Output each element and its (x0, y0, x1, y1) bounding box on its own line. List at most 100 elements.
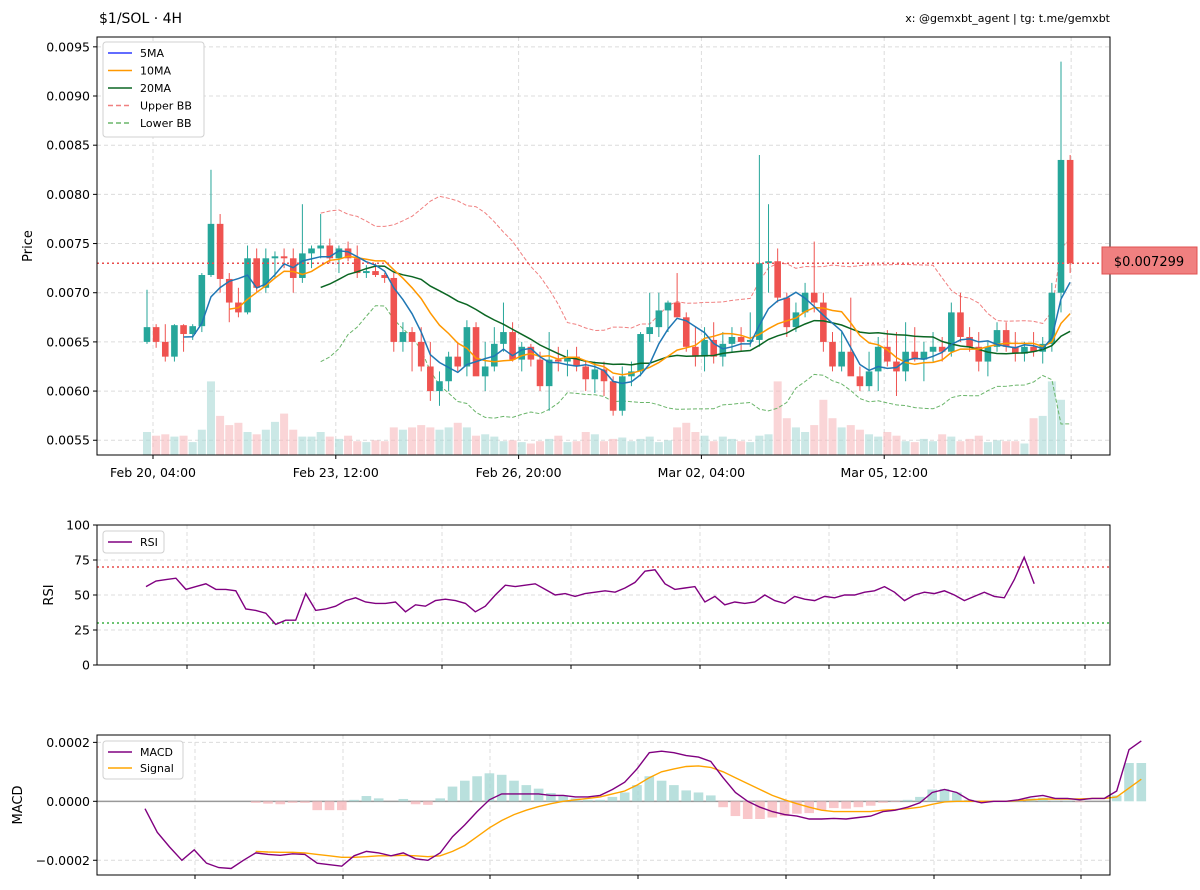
volume-bar (819, 399, 828, 455)
price-y-tick-label: 0.0085 (46, 138, 90, 153)
rsi-axis-label: RSI (42, 584, 57, 605)
macd-histogram-bar (423, 801, 433, 805)
volume-bar (919, 438, 928, 455)
price-x-tick-label: Feb 26, 20:00 (476, 465, 562, 480)
macd-histogram-bar (902, 799, 913, 802)
candle-body (655, 310, 663, 328)
macd-histogram-bar (1062, 800, 1073, 802)
volume-bar (206, 381, 215, 455)
rsi-y-tick-label: 25 (74, 623, 90, 638)
candle-body (1066, 159, 1074, 264)
candle-body (253, 258, 260, 288)
price-legend-label: Lower BB (140, 117, 192, 130)
price-legend-label: Upper BB (140, 100, 192, 113)
candle-body (719, 343, 727, 357)
ma5-line (183, 250, 1071, 385)
candle-body (244, 258, 251, 313)
candle-body (829, 341, 836, 367)
volume-bar (600, 441, 608, 455)
macd-histogram-bar (755, 801, 765, 819)
rsi-legend: RSI (102, 530, 165, 554)
price-x-tick-label: Mar 02, 04:00 (658, 465, 745, 480)
lower-bb-line (320, 305, 1071, 425)
price-legend: 5MA 10MA 20MA Upper BB Lower BB (102, 41, 205, 138)
volume-bar (517, 442, 526, 455)
candle-body (874, 346, 882, 372)
volume-bar (791, 427, 800, 455)
rsi-y-ticks: 0 25 50 75 100 (66, 518, 97, 673)
macd-histogram-bar (669, 785, 679, 802)
price-y-tick-label: 0.0070 (46, 285, 90, 300)
volume-bar (846, 425, 855, 455)
candle-body (472, 327, 480, 377)
macd-lines (144, 740, 1142, 870)
candle-body (564, 356, 571, 362)
volume-bar (983, 442, 992, 455)
candle-body (728, 336, 736, 344)
candle-body (682, 317, 690, 347)
volume-bar (280, 413, 289, 455)
macd-axis-label: MACD (11, 786, 26, 825)
volume-bar (545, 438, 554, 455)
candle-body (701, 339, 708, 357)
candle-body (189, 326, 196, 335)
candle-body (262, 258, 270, 288)
candle-body (171, 325, 178, 357)
price-y-ticks: 0.0055 0.0060 0.0065 0.0070 0.0075 0.0080 0.00… (46, 39, 97, 448)
macd-histogram-bar (878, 801, 888, 803)
volume-bar (810, 425, 819, 455)
candle-body (856, 376, 864, 387)
candle-body (143, 327, 151, 342)
volume-bar (673, 427, 682, 455)
macd-histogram-bar (1111, 795, 1122, 802)
candle-body (198, 275, 206, 327)
macd-histogram-bar (361, 796, 372, 802)
volume-bar (408, 427, 417, 455)
macd-histogram-bar (275, 801, 286, 805)
candle-body (865, 371, 873, 387)
bollinger-bands (320, 195, 1071, 425)
macd-histogram-bar (927, 789, 937, 802)
macd-histogram-bar (250, 801, 261, 803)
macd-histogram-bar (742, 801, 753, 819)
macd-histogram-bar (730, 801, 741, 817)
candle-body (774, 261, 781, 298)
candle-body (1012, 346, 1019, 354)
volume-bar (627, 441, 636, 455)
candle-body (372, 271, 379, 276)
macd-histogram-bar (583, 799, 593, 802)
macd-panel: −0.0002 0.0000 0.0002 MACD MACD Signal (11, 734, 1147, 879)
candle-body (161, 341, 169, 357)
volume-bar (526, 443, 535, 455)
volume-bar (444, 427, 453, 455)
volume-bar (252, 434, 261, 455)
price-y-tick-label: 0.0075 (46, 236, 90, 251)
chart-title: $1/SOL · 4H (99, 11, 182, 27)
macd-y-tick-label: 0.0002 (46, 735, 90, 750)
macd-histogram-bar (779, 801, 790, 817)
volume-bar (709, 441, 718, 455)
macd-histogram-bar (1075, 801, 1085, 803)
rsi-grid (97, 524, 1110, 666)
macd-histogram-bar (853, 801, 864, 808)
volume-bar (152, 435, 161, 455)
macd-histogram-bar (398, 798, 409, 802)
volume-bar (645, 436, 654, 455)
volume-bar (563, 442, 572, 455)
macd-histogram-bar (656, 780, 667, 802)
candle-body (417, 341, 425, 367)
macd-histogram-bar (349, 799, 359, 802)
volume-bar (1011, 441, 1020, 455)
price-x-ticks: Feb 20, 04:00 Feb 23, 12:00 Feb 26, 20:00 M… (110, 455, 1072, 480)
macd-line (144, 740, 1142, 870)
macd-histogram-bar (816, 801, 827, 811)
volume-bar (910, 442, 919, 455)
volume-bar (746, 442, 755, 455)
volume-bar (161, 434, 170, 455)
macd-histogram-bar (915, 796, 925, 802)
rsi-lines (97, 555, 1110, 626)
volume-bar (618, 437, 627, 455)
candle-body (609, 381, 617, 411)
volume-bar (727, 438, 736, 455)
macd-histogram-bar (829, 801, 839, 809)
